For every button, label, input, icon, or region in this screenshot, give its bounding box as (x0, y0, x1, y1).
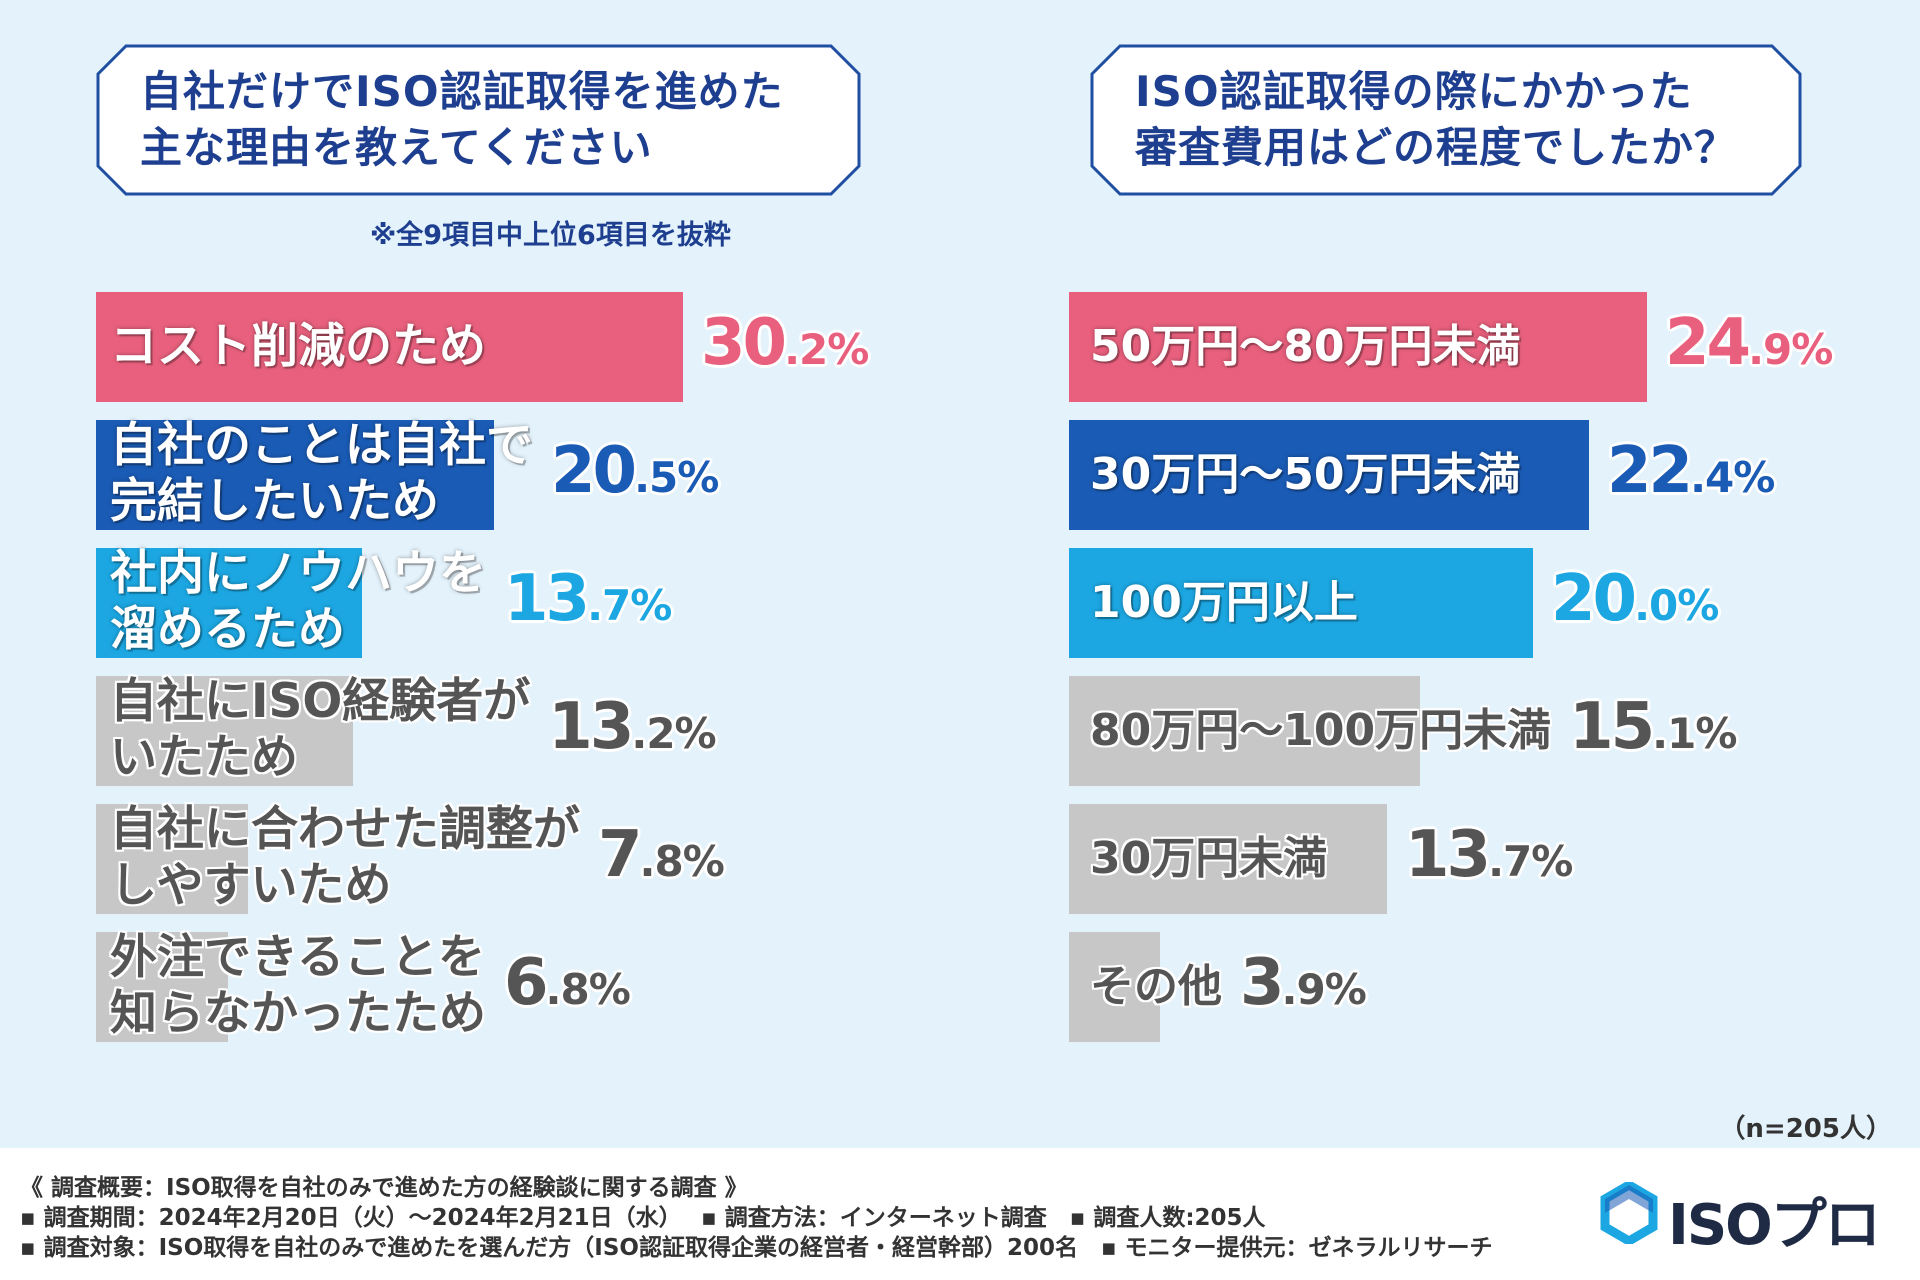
left-bar-label-4: 自社にISO経験者が いたため (110, 674, 530, 786)
right-bar-value-dec-6: .9% (1281, 965, 1367, 1014)
left-bar-label-3-line-2: 溜めるため (110, 602, 345, 657)
footer-survey-period: ▪ 調査期間：2024年2月20日（火）〜2024年2月21日（水） ▪ 調査方… (20, 1205, 1266, 1231)
left-question-frame (96, 44, 861, 196)
right-bar-label-1-line-1: 50万円〜80万円未満 (1090, 321, 1521, 372)
left-chart-note: ※全9項目中上位6項目を抜粋 (370, 220, 731, 251)
left-bar-value-dec-2: .5% (634, 453, 719, 502)
right-bar-value-dec-2: .4% (1690, 453, 1775, 502)
right-bar-label-3: 100万円以上 (1090, 576, 1358, 630)
left-bar-value-dec-6: .8% (545, 965, 631, 1014)
right-bar-value-int-6: 3 (1240, 946, 1284, 1020)
right-bar-value-5: 13.7% (1405, 818, 1573, 892)
left-question-text: 自社だけでISO認証取得を進めた 主な理由を教えてください (140, 64, 784, 176)
left-bar-label-6-line-1: 外注できることを (110, 930, 486, 985)
right-bar-value-int-1: 24 (1665, 306, 1751, 380)
left-bar-label-1-line-1: コスト削減のため (110, 319, 486, 374)
left-bar-value-4: 13.2% (548, 690, 716, 764)
left-bar-label-5-line-2: しやすいため (110, 858, 392, 913)
hexagon-logo-icon (1600, 1182, 1658, 1244)
left-question-box (96, 44, 861, 196)
left-bar-value-3: 13.7% (504, 562, 672, 636)
right-bar-value-int-4: 15 (1569, 690, 1655, 764)
right-bar-value-int-3: 20 (1551, 562, 1637, 636)
left-bar-value-1: 30.2% (701, 306, 869, 380)
right-bar-2 (1069, 420, 1589, 530)
right-bar-label-6: その他 (1090, 960, 1222, 1014)
right-bar-label-5: 30万円未満 (1090, 832, 1327, 886)
left-bar-6 (96, 932, 228, 1042)
left-bar-label-4-line-2: いたため (110, 730, 298, 785)
left-bar-value-dec-3: .7% (587, 581, 672, 630)
right-bar-1 (1069, 292, 1647, 402)
right-bar-label-4-line-1: 80万円〜100万円未満 (1090, 705, 1552, 756)
left-bar-value-dec-4: .2% (631, 709, 716, 758)
left-bar-label-4-line-1: 自社にISO経験者が (110, 674, 531, 729)
right-bar-label-2-line-1: 30万円〜50万円未満 (1090, 449, 1521, 500)
right-question-line1: ISO認証取得の際にかかった (1135, 67, 1693, 116)
right-bar-value-int-5: 13 (1405, 818, 1491, 892)
left-bar-value-int-1: 30 (701, 306, 787, 380)
right-bar-6 (1069, 932, 1160, 1042)
left-bar-4 (96, 676, 353, 786)
right-bar-4 (1069, 676, 1420, 786)
right-bar-label-4: 80万円〜100万円未満 (1090, 704, 1551, 758)
left-bar-value-int-6: 6 (504, 946, 548, 1020)
left-bar-value-dec-5: .8% (639, 837, 725, 886)
right-bar-value-2: 22.4% (1607, 434, 1775, 508)
left-bar-label-1: コスト削減のため (110, 320, 486, 374)
right-question-box (1090, 44, 1802, 196)
survey-footer: 《 調査概要：ISO取得を自社のみで進めた方の経験談に関する調査 》 ▪ 調査期… (0, 1148, 1920, 1280)
left-bar-5 (96, 804, 248, 914)
right-bar-value-dec-4: .1% (1652, 709, 1737, 758)
footer-survey-title: 《 調査概要：ISO取得を自社のみで進めた方の経験談に関する調査 》 (20, 1175, 748, 1201)
left-bar-label-6-line-2: 知らなかったため (110, 986, 486, 1041)
left-bar-value-dec-1: .2% (784, 325, 869, 374)
right-bar-label-2: 30万円〜50万円未満 (1090, 448, 1520, 502)
left-bar-value-6: 6.8% (504, 946, 631, 1020)
left-bar-2 (96, 420, 494, 530)
right-bar-5 (1069, 804, 1387, 914)
right-bar-value-6: 3.9% (1240, 946, 1367, 1020)
right-question-frame (1090, 44, 1802, 196)
right-bar-label-6-line-1: その他 (1090, 961, 1222, 1012)
left-question-line2: 主な理由を教えてください (140, 123, 653, 172)
right-bar-label-1: 50万円〜80万円未満 (1090, 320, 1520, 374)
left-bar-label-5-line-1: 自社に合わせた調整が (110, 802, 580, 857)
right-bar-value-3: 20.0% (1551, 562, 1719, 636)
left-bar-value-int-2: 20 (551, 434, 637, 508)
right-bar-value-int-2: 22 (1607, 434, 1693, 508)
left-question-line1: 自社だけでISO認証取得を進めた (140, 67, 784, 116)
right-bar-value-dec-1: .9% (1748, 325, 1833, 374)
right-bar-value-1: 24.9% (1665, 306, 1833, 380)
isopro-logo: ISOプロ (1598, 1178, 1898, 1258)
right-bar-label-3-line-1: 100万円以上 (1090, 577, 1358, 628)
right-bar-value-dec-3: .0% (1634, 581, 1719, 630)
left-bar-value-int-4: 13 (548, 690, 634, 764)
right-question-text: ISO認証取得の際にかかった 審査費用はどの程度でしたか？ (1135, 64, 1737, 176)
logo-text: ISOプロ (1668, 1193, 1881, 1258)
left-bar-label-2-line-1: 自社のことは自社で (110, 418, 533, 473)
right-bar-value-4: 15.1% (1569, 690, 1737, 764)
left-bar-value-int-3: 13 (504, 562, 590, 636)
sample-size: （n=205人） (1719, 1114, 1892, 1144)
right-question-line2: 審査費用はどの程度でしたか？ (1135, 123, 1738, 172)
left-bar-value-5: 7.8% (598, 818, 725, 892)
left-bar-label-3-line-1: 社内にノウハウを (110, 546, 486, 601)
left-bar-label-3: 社内にノウハウを 溜めるため (110, 546, 486, 658)
left-bar-label-2: 自社のことは自社で 完結したいため (110, 418, 533, 530)
left-bar-label-6: 外注できることを 知らなかったため (110, 930, 486, 1042)
left-bar-value-2: 20.5% (551, 434, 719, 508)
right-bar-label-5-line-1: 30万円未満 (1090, 833, 1328, 884)
left-bar-label-5: 自社に合わせた調整が しやすいため (110, 802, 580, 914)
left-bar-3 (96, 548, 362, 658)
left-bar-value-int-5: 7 (598, 818, 642, 892)
footer-survey-target: ▪ 調査対象：ISO取得を自社のみで進めたを選んだ方（ISO認証取得企業の経営者… (20, 1235, 1493, 1261)
right-bar-3 (1069, 548, 1533, 658)
left-bar-label-2-line-2: 完結したいため (110, 474, 439, 529)
right-bar-value-dec-5: .7% (1488, 837, 1573, 886)
left-bar-1 (96, 292, 683, 402)
